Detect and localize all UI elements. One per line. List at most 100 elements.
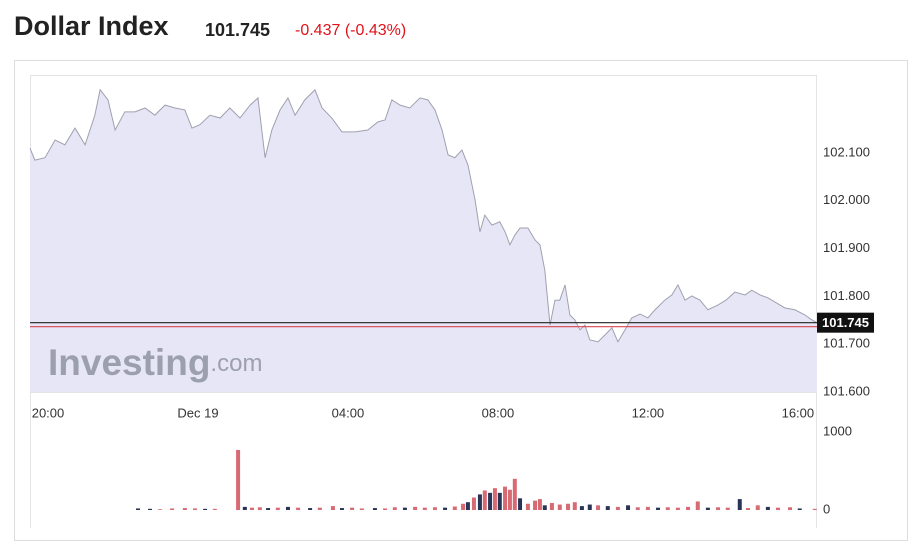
volume-bar — [626, 505, 631, 510]
volume-bar — [587, 504, 592, 510]
volume-bar — [542, 505, 547, 510]
volume-bar — [518, 498, 523, 510]
x-tick-label: 08:00 — [482, 405, 515, 420]
volume-bar — [452, 506, 457, 510]
volume-bar — [359, 508, 364, 510]
volume-bar — [242, 506, 247, 510]
volume-bar — [665, 507, 670, 510]
volume-bar — [471, 497, 476, 510]
y-tick-label: 102.000 — [823, 192, 870, 207]
volume-bar — [812, 508, 817, 510]
volume-bar — [413, 506, 418, 510]
volume-bar — [203, 508, 208, 510]
volume-bar — [192, 508, 197, 510]
x-tick-label: Dec 19 — [177, 405, 218, 420]
volume-bar — [537, 499, 542, 510]
volume-bar — [422, 507, 427, 510]
x-tick-label: 16:00 — [782, 405, 815, 420]
volume-bar — [507, 489, 512, 510]
volume-bar — [497, 492, 502, 510]
volume-bar — [350, 507, 355, 510]
volume-bar — [257, 507, 262, 510]
volume-bar — [432, 507, 437, 510]
watermark-main: Investing — [48, 342, 210, 383]
price: 101.745 — [205, 20, 270, 40]
volume-bar — [402, 507, 407, 510]
volume-tick-label: 0 — [823, 501, 830, 516]
volume-bar — [797, 508, 802, 510]
volume-bar — [695, 501, 700, 510]
y-tick-label: 101.900 — [823, 240, 870, 255]
volume-bar — [170, 508, 175, 510]
volume-bar — [392, 507, 397, 510]
price-line — [29, 88, 818, 343]
volume-bar — [482, 490, 487, 510]
volume-bar — [716, 507, 721, 510]
volume-tick-label: 1000 — [823, 423, 852, 438]
volume-bar — [330, 506, 335, 510]
volume-bar — [372, 508, 377, 510]
volume-bar — [737, 499, 742, 510]
volume-bar — [135, 508, 140, 510]
y-tick-label: 102.100 — [823, 144, 870, 159]
volume-bar — [461, 503, 466, 510]
volume-bar — [317, 507, 322, 510]
volume-bar — [296, 507, 301, 510]
volume-bar — [579, 506, 584, 510]
volume-bar — [266, 508, 271, 510]
y-tick-label: 101.800 — [823, 288, 870, 303]
volume-bar — [488, 492, 493, 510]
change: -0.437 (-0.43%) — [295, 22, 406, 39]
volume-bar — [557, 504, 562, 510]
volume-bar — [339, 508, 344, 510]
watermark: Investing.com — [48, 342, 262, 383]
volume-bar — [443, 507, 448, 510]
volume-bar — [596, 505, 601, 510]
volume-bar — [675, 507, 680, 510]
volume-bar — [285, 506, 290, 510]
volume-bar — [572, 502, 577, 510]
y-tick-label: 101.600 — [823, 383, 870, 398]
x-tick-label: 04:00 — [332, 405, 365, 420]
volume-bar — [492, 488, 497, 510]
volume-bar — [308, 508, 313, 510]
price-tag-label: 101.745 — [822, 315, 869, 330]
title: Dollar Index — [14, 11, 169, 41]
volume-bar — [686, 506, 691, 510]
volume-bar — [383, 508, 388, 510]
frame — [14, 60, 908, 541]
volume-bar — [656, 507, 661, 510]
volume-bar — [503, 486, 508, 510]
volume-bar — [533, 500, 538, 510]
volume-bar — [477, 494, 482, 510]
volume-bar — [605, 506, 610, 510]
volume-bar — [525, 503, 530, 510]
volume-bar — [635, 507, 640, 510]
volume-bar — [512, 478, 517, 510]
y-tick-label: 101.700 — [823, 336, 870, 351]
volume-bar — [615, 506, 620, 510]
volume-bar — [549, 502, 554, 510]
volume-bar — [725, 507, 730, 510]
volume-bar — [765, 506, 770, 510]
volume-bar — [788, 507, 793, 510]
volume-bar — [465, 502, 470, 510]
volume-bar — [755, 505, 760, 510]
volume-bar — [746, 508, 751, 510]
x-tick-label: 20:00 — [32, 405, 65, 420]
volume-bar — [236, 449, 241, 510]
volume-bar — [147, 508, 152, 510]
watermark-domain: .com — [210, 350, 262, 377]
area-fill — [30, 89, 817, 392]
volume-bar — [705, 507, 710, 510]
volume-bar — [158, 509, 163, 510]
volume-bar — [249, 507, 254, 510]
price-tag — [817, 312, 874, 333]
plot-layer — [29, 88, 818, 392]
volume-bar — [645, 506, 650, 510]
volume-bar — [212, 508, 217, 510]
x-tick-label: 12:00 — [632, 405, 665, 420]
volume-bar — [275, 507, 280, 510]
